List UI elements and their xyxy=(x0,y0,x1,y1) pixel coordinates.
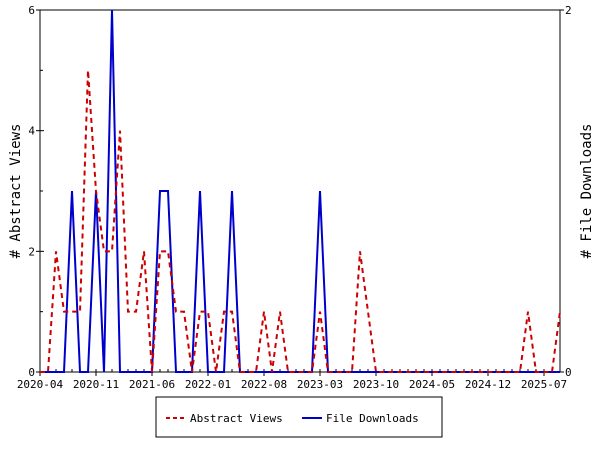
series-line-file-downloads xyxy=(40,9,560,373)
legend-label-downloads: File Downloads xyxy=(326,412,419,425)
x-tick-label: 2020-11 xyxy=(73,378,119,391)
x-tick-label: 2022-08 xyxy=(241,378,287,391)
y-axis-left-label: # Abstract Views xyxy=(8,124,24,259)
x-tick-label: 2021-06 xyxy=(129,378,175,391)
x-tick-label: 2023-03 xyxy=(297,378,343,391)
series-line-abstract-views xyxy=(40,70,561,373)
x-tick-label: 2025-07 xyxy=(521,378,567,391)
y-axis-right-label: # File Downloads xyxy=(579,124,595,259)
y-right-tick-label: 0 xyxy=(565,366,572,379)
y-left-tick-label: 0 xyxy=(28,366,35,379)
legend-label-views: Abstract Views xyxy=(190,412,283,425)
x-tick-label: 2022-01 xyxy=(185,378,231,391)
x-tick-label: 2024-05 xyxy=(409,378,455,391)
y-left-tick-label: 4 xyxy=(28,125,35,138)
x-tick-label: 2024-12 xyxy=(465,378,511,391)
y-left-tick-label: 6 xyxy=(28,4,35,17)
x-tick-label: 2023-10 xyxy=(353,378,399,391)
y-left-tick-label: 2 xyxy=(28,245,35,258)
y-right-tick-label: 2 xyxy=(565,4,572,17)
x-tick-label: 2020-04 xyxy=(17,378,64,391)
legend-box xyxy=(155,396,443,438)
legend: Abstract Views File Downloads xyxy=(155,396,443,438)
